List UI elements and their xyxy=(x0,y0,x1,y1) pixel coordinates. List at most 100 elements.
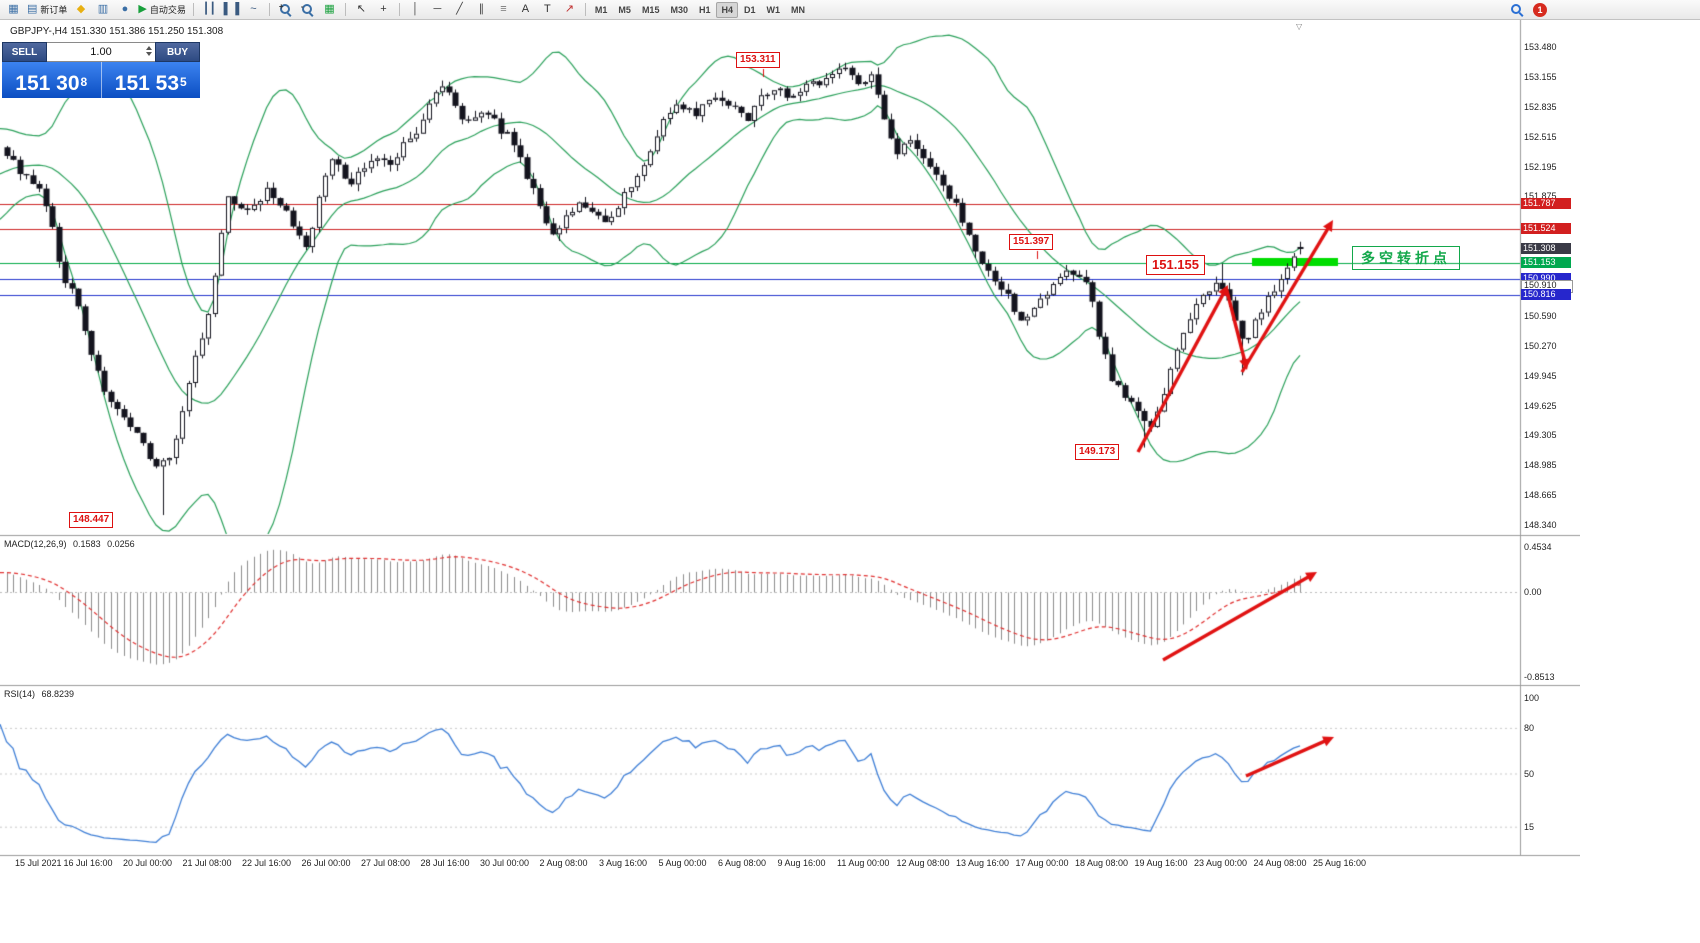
time-tick-label: 15 Jul 2021 xyxy=(15,858,62,868)
time-tick-label: 22 Jul 16:00 xyxy=(242,858,292,868)
cursor-button[interactable]: ↖ xyxy=(351,1,372,18)
chart-canvas[interactable] xyxy=(0,20,1580,873)
timeframe-m1-button[interactable]: M1 xyxy=(594,4,608,15)
volume-input[interactable]: 1.00 xyxy=(47,42,155,62)
timeframe-m15-button[interactable]: M15 xyxy=(641,4,660,15)
price-annotation[interactable]: 148.447 xyxy=(69,512,114,528)
auto-trading-button[interactable]: ▶ 自动交易 xyxy=(136,1,187,18)
timeframe-m5-button[interactable]: M5 xyxy=(618,4,631,15)
price-annotation[interactable]: 151.155 xyxy=(1146,255,1205,275)
time-tick-label: 11 Aug 00:00 xyxy=(837,858,890,868)
time-tick-label: 19 Aug 16:00 xyxy=(1134,858,1188,868)
price-tick-label: 151.875 xyxy=(1524,191,1557,202)
price-level-badge: 151.524 xyxy=(1521,222,1571,234)
timeframe-group: M1 M5 M15 M30 H1 H4 D1 W1 MN xyxy=(590,1,810,18)
rsi-tick-label: 80 xyxy=(1524,723,1535,734)
timeframe-d1-button[interactable]: D1 xyxy=(744,4,756,15)
crosshair-button[interactable]: + xyxy=(373,1,394,18)
price-tick-label: 152.195 xyxy=(1524,161,1557,172)
community-button[interactable]: ● xyxy=(114,1,135,18)
price-level-badge: 150.816 xyxy=(1521,288,1571,300)
time-tick-label: 21 Jul 08:00 xyxy=(182,858,232,868)
timeframe-m30-button[interactable]: M30 xyxy=(670,4,688,15)
line-chart-button[interactable]: ~ xyxy=(243,1,264,18)
candles-chart-button[interactable]: ▌▐ xyxy=(221,1,242,18)
time-tick-label: 27 Jul 08:00 xyxy=(361,858,411,868)
zoom-in-button[interactable]: + xyxy=(275,1,296,18)
equidistant-channel-button[interactable]: ∥ xyxy=(471,1,492,18)
equidistant-channel-icon: ∥ xyxy=(478,3,485,15)
price-level-badge: 150.990 xyxy=(1521,272,1571,284)
price-annotation[interactable]: 151.397 xyxy=(1009,234,1054,250)
search-button[interactable] xyxy=(1506,1,1527,18)
arrows-tool-button[interactable]: ↗ xyxy=(559,1,580,18)
new-order-label: 新订单 xyxy=(40,5,68,15)
timeframe-mn-button[interactable]: MN xyxy=(791,4,806,15)
auto-trading-label: 自动交易 xyxy=(149,5,186,15)
price-tick-label: 149.945 xyxy=(1524,370,1557,381)
toolbar-separator xyxy=(268,3,270,16)
trendline-button[interactable]: ╱ xyxy=(449,1,470,18)
zoom-out-button[interactable]: - xyxy=(297,1,318,18)
time-tick-label: 20 Jul 00:00 xyxy=(123,858,173,868)
price-tick-label: 153.480 xyxy=(1524,42,1557,52)
sell-price-main: 151 30 xyxy=(15,72,80,95)
price-tick-label: 152.835 xyxy=(1524,101,1557,112)
bars-chart-button[interactable]: ┃┃ xyxy=(199,1,220,18)
bars-chart-icon: ┃┃ xyxy=(202,3,217,15)
main-toolbar: ▦ ▤ 新订单 ◆ ▥ ● ▶ 自动交易 ┃┃ ▌▐ ~ + - ▦ ↖ + │ ─ ╱ ∥ ≡ A T ↗ M1 M5 M15 M… xyxy=(0,0,1700,20)
rsi-tick-label: 100 xyxy=(1524,693,1540,703)
cursor-icon: ↖ xyxy=(356,3,367,15)
toolbar-right-group: 1 xyxy=(1506,1,1697,18)
time-tick-label: 17 Aug 00:00 xyxy=(1015,858,1069,868)
symbol-header: GBPJPY-,H4 151.330 151.386 151.250 151.3… xyxy=(10,26,224,37)
price-annotation[interactable]: 153.311 xyxy=(736,52,780,68)
time-tick-label: 18 Aug 08:00 xyxy=(1075,858,1129,868)
price-tick-label: 153.155 xyxy=(1524,72,1557,83)
label-button[interactable]: T xyxy=(537,1,558,18)
sell-price[interactable]: 151 30 8 xyxy=(2,62,102,98)
tile-windows-button[interactable]: ▦ xyxy=(319,1,340,18)
new-chart-button[interactable]: ▦ xyxy=(3,1,24,18)
macd-tick-label: -0.8513 xyxy=(1524,672,1555,683)
vertical-line-icon: │ xyxy=(411,3,419,15)
sell-button[interactable]: SELL xyxy=(2,42,47,62)
toolbar-separator xyxy=(398,3,400,16)
economic-calendar-button[interactable]: ▥ xyxy=(92,1,113,18)
volume-down-icon[interactable] xyxy=(146,52,152,56)
horizontal-line-button[interactable]: ─ xyxy=(427,1,448,18)
time-tick-label: 26 Jul 00:00 xyxy=(301,858,351,868)
label-icon: T xyxy=(544,3,551,15)
tile-windows-icon: ▦ xyxy=(324,3,335,15)
text-button[interactable]: A xyxy=(515,1,536,18)
price-tick-label: 152.515 xyxy=(1524,131,1557,142)
new-order-button[interactable]: ▤ 新订单 xyxy=(25,1,69,18)
time-tick-label: 6 Aug 08:00 xyxy=(718,858,767,868)
macd-label: MACD(12,26,9) 0.1583 0.0256 xyxy=(4,539,135,549)
zoom-out-icon xyxy=(301,3,314,16)
text-icon: A xyxy=(521,3,530,15)
mql-market-icon: ◆ xyxy=(76,3,86,15)
timeframe-w1-button[interactable]: W1 xyxy=(766,4,781,15)
buy-price[interactable]: 151 53 5 xyxy=(102,62,201,98)
fibonacci-icon: ≡ xyxy=(500,3,507,15)
turning-point-label[interactable]: 多空转折点 xyxy=(1352,246,1460,270)
volume-value: 1.00 xyxy=(90,46,112,58)
price-level-badge: 151.308 xyxy=(1521,242,1571,254)
vertical-line-button[interactable]: │ xyxy=(405,1,426,18)
timeframe-h1-button[interactable]: H1 xyxy=(698,4,711,15)
volume-up-icon[interactable] xyxy=(146,46,152,50)
notification-badge[interactable]: 1 xyxy=(1533,2,1547,17)
trendline-icon: ╱ xyxy=(456,3,463,15)
price-tick-label: 148.985 xyxy=(1524,460,1557,471)
price-level-badge: 151.153 xyxy=(1521,257,1571,269)
timeframe-h4-button[interactable]: H4 xyxy=(716,1,738,18)
price-annotation[interactable]: 149.173 xyxy=(1075,444,1120,460)
economic-calendar-icon: ▥ xyxy=(97,3,109,15)
fibonacci-button[interactable]: ≡ xyxy=(493,1,514,18)
macd-tick-label: 0.4534 xyxy=(1524,541,1552,552)
time-tick-label: 28 Jul 16:00 xyxy=(420,858,470,868)
mql-market-button[interactable]: ◆ xyxy=(70,1,91,18)
buy-button[interactable]: BUY xyxy=(155,42,200,62)
